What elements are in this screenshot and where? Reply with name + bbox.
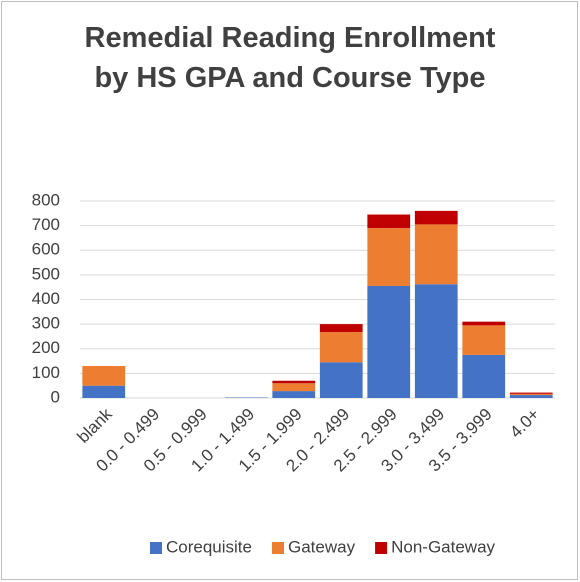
bar-segment xyxy=(414,284,458,398)
bar-segment xyxy=(272,380,316,384)
legend-label: Corequisite xyxy=(166,537,252,556)
y-tick-label: 300 xyxy=(32,314,60,333)
bar-segment xyxy=(319,332,363,363)
legend-label: Non-Gateway xyxy=(391,537,495,556)
bar-segment xyxy=(462,325,506,355)
bar-segment xyxy=(319,324,363,333)
bar-segment xyxy=(367,228,411,286)
bar-segment xyxy=(319,362,363,398)
y-tick-label: 400 xyxy=(32,289,60,308)
chart-title: Remedial Reading Enrollment by HS GPA an… xyxy=(84,22,496,94)
y-tick-label: 800 xyxy=(32,190,60,209)
bar-segment xyxy=(509,393,553,396)
bar-segment xyxy=(462,321,506,326)
bar-segment xyxy=(367,214,411,229)
y-tick-label: 100 xyxy=(32,363,60,382)
bar-segment xyxy=(509,392,553,394)
bar-segment xyxy=(462,354,506,398)
bar-segment xyxy=(509,395,553,398)
bar-segment xyxy=(414,224,458,285)
bar-segment xyxy=(367,285,411,398)
bar-segment xyxy=(82,385,126,398)
y-tick-label: 600 xyxy=(32,240,60,259)
bar-segment xyxy=(272,391,316,398)
legend-label: Gateway xyxy=(288,537,356,556)
legend-swatch xyxy=(150,542,162,554)
y-tick-label: 200 xyxy=(32,338,60,357)
bar-segment xyxy=(272,383,316,392)
y-tick-label: 700 xyxy=(32,215,60,234)
bar-segment xyxy=(82,365,126,386)
y-tick-label: 500 xyxy=(32,264,60,283)
legend-swatch xyxy=(272,542,284,554)
legend-swatch xyxy=(375,542,388,554)
y-tick-label: 0 xyxy=(51,387,60,406)
bar-segment xyxy=(414,210,458,225)
